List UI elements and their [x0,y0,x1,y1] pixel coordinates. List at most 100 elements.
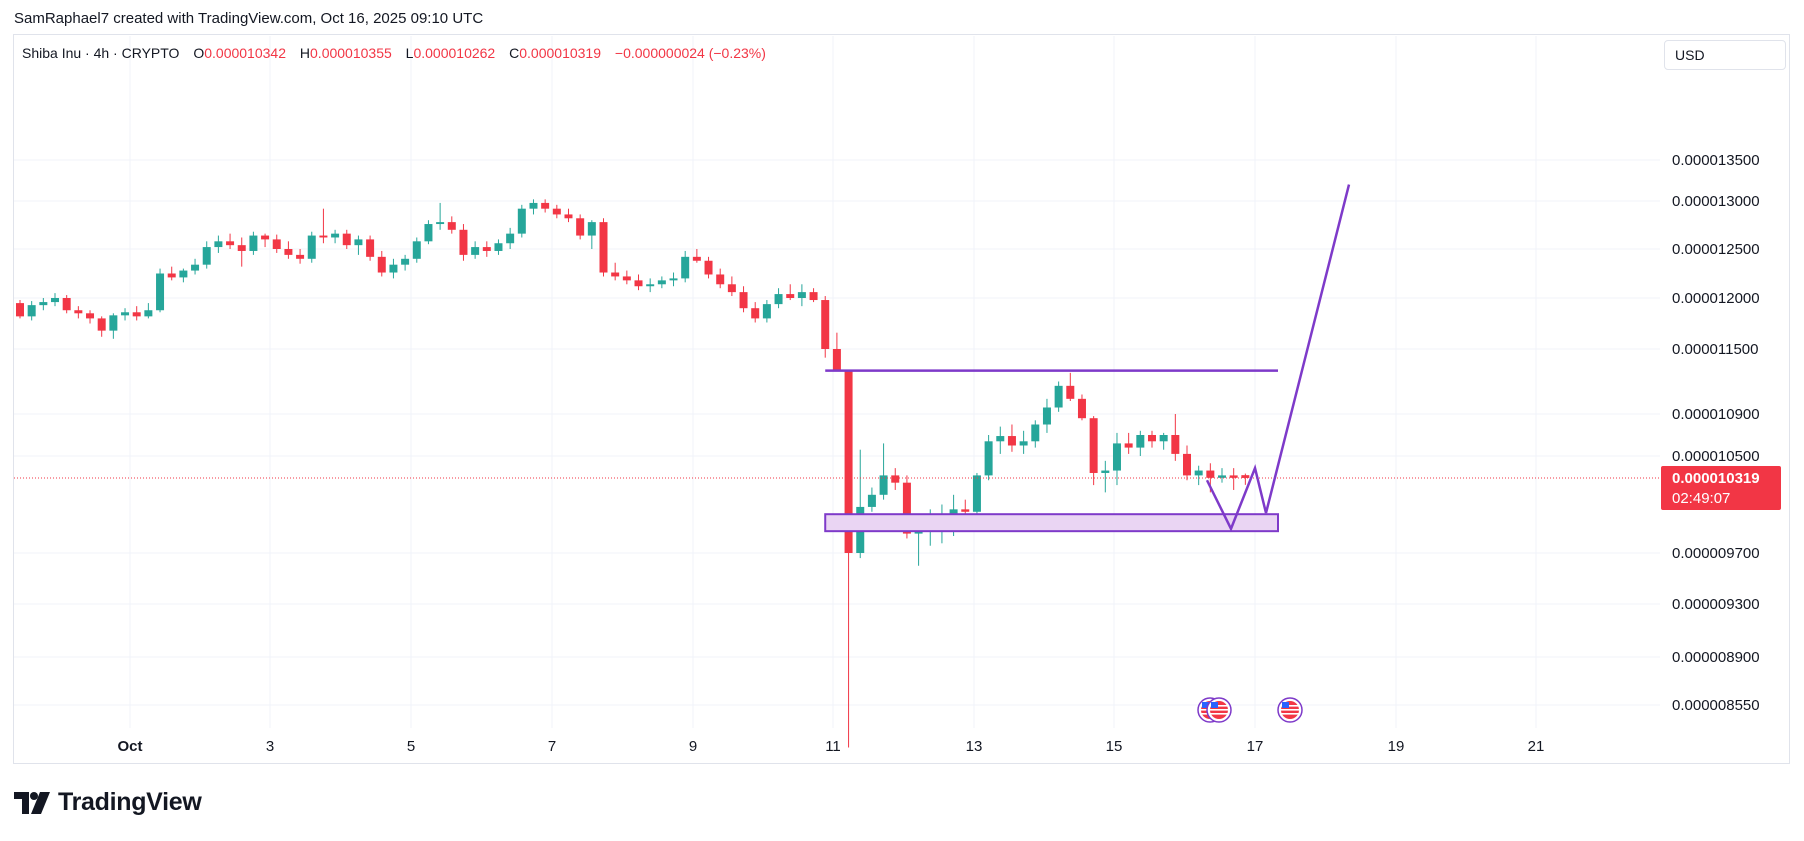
candle-body [1159,435,1168,442]
flag-stripe [1281,709,1299,711]
candle-down [482,241,491,257]
candle-down [634,274,643,291]
low-label: L [405,45,414,61]
x-tick-label: 5 [407,738,415,755]
candle-body [1007,436,1016,446]
x-tick-label: 15 [1106,738,1123,755]
candle-body [1031,424,1040,442]
us-flag-event-icon[interactable] [1206,697,1232,723]
grid-lines [14,36,1660,728]
high-value: 0.000010355 [310,45,392,61]
y-tick-label: 0.000010900 [1672,406,1760,423]
open-label: O [193,45,205,61]
candle-down [342,229,351,249]
candle-up [1054,381,1063,412]
candle-up [307,231,316,263]
candle-down [226,233,235,249]
candle-up [856,449,865,559]
candle-body [1229,475,1238,478]
candle-body [576,218,585,236]
candle-up [984,435,993,481]
candle-body [307,235,316,259]
candle-down [716,268,725,289]
candle-up [529,199,538,215]
candle-body [1171,435,1180,454]
y-tick-label: 0.000011500 [1672,341,1758,358]
candle-down [541,199,550,213]
candle-down [1147,430,1156,448]
candle-down [237,237,246,267]
candle-body [1218,475,1227,478]
candle-up [1101,460,1110,493]
candle-body [471,247,480,255]
candle-body [459,229,468,255]
candle-body [412,241,421,259]
y-tick-label: 0.000010500 [1672,448,1760,465]
x-tick-label: 17 [1247,738,1264,755]
us-flag-event-icon[interactable] [1277,697,1303,723]
candle-down [86,310,95,324]
close-value: 0.000010319 [519,45,602,61]
candle-up [389,258,398,279]
candle-body [1147,435,1156,442]
candle-down [1077,394,1086,421]
y-tick-label: 0.000008550 [1672,697,1760,714]
support-zone [824,513,1279,533]
y-tick-label: 0.000012500 [1672,241,1760,258]
candle-body [669,278,678,281]
low-value: 0.000010262 [413,45,496,61]
candle-body [51,298,60,303]
candle-down [1183,445,1191,481]
candle-up [1031,420,1040,448]
y-tick-label: 0.000008900 [1672,649,1760,666]
price-axis: 0.000013500 0.000013000 0.000012500 0.00001… [1672,152,1760,714]
candle-down [74,306,83,319]
candle-body [1066,385,1075,399]
candle-up [669,272,678,287]
candle-down [576,214,585,240]
candle-up [156,268,165,313]
flag-canton [1202,702,1209,708]
candle-body [984,441,993,476]
candle-body [611,272,620,277]
candle-up [1042,398,1051,433]
price-badge-countdown: 02:49:07 [1672,490,1730,507]
flag-stripe [1210,705,1228,707]
candle-body [867,494,876,507]
candle-body [902,482,911,534]
candle-body [821,300,830,349]
candle-body [366,239,375,257]
candle-body [377,256,386,273]
x-tick-label: 19 [1388,738,1405,755]
candle-body [774,294,783,305]
candle-up [51,293,60,307]
candle-down [447,216,456,234]
tradingview-brand: TradingView [58,788,202,816]
candle-down [751,302,760,323]
candle-up [202,241,211,269]
candle-up [1194,465,1203,486]
candle-down [319,208,328,244]
candle-body [156,273,165,311]
x-tick-label: 3 [266,738,274,755]
candle-body [144,310,153,317]
y-tick-label: 0.000013000 [1672,193,1760,210]
candle-down [1089,416,1098,486]
candle-down [272,234,281,253]
candle-down [1171,414,1180,461]
candle-up [587,220,596,249]
candle-up [354,235,363,255]
candle-up [1159,432,1168,450]
candle-down [284,241,293,259]
candle-up [494,239,503,255]
candle-down [844,370,853,748]
symbol-label[interactable]: Shiba Inu · 4h · CRYPTO [22,45,180,61]
candle-body [727,284,736,293]
candle-up [191,258,200,275]
candle-down [62,295,71,314]
currency-selector[interactable]: USD [1664,40,1786,70]
tradingview-logo[interactable]: TradingView [14,788,202,817]
y-tick-label: 0.000009700 [1672,545,1760,562]
candle-body [226,241,235,246]
